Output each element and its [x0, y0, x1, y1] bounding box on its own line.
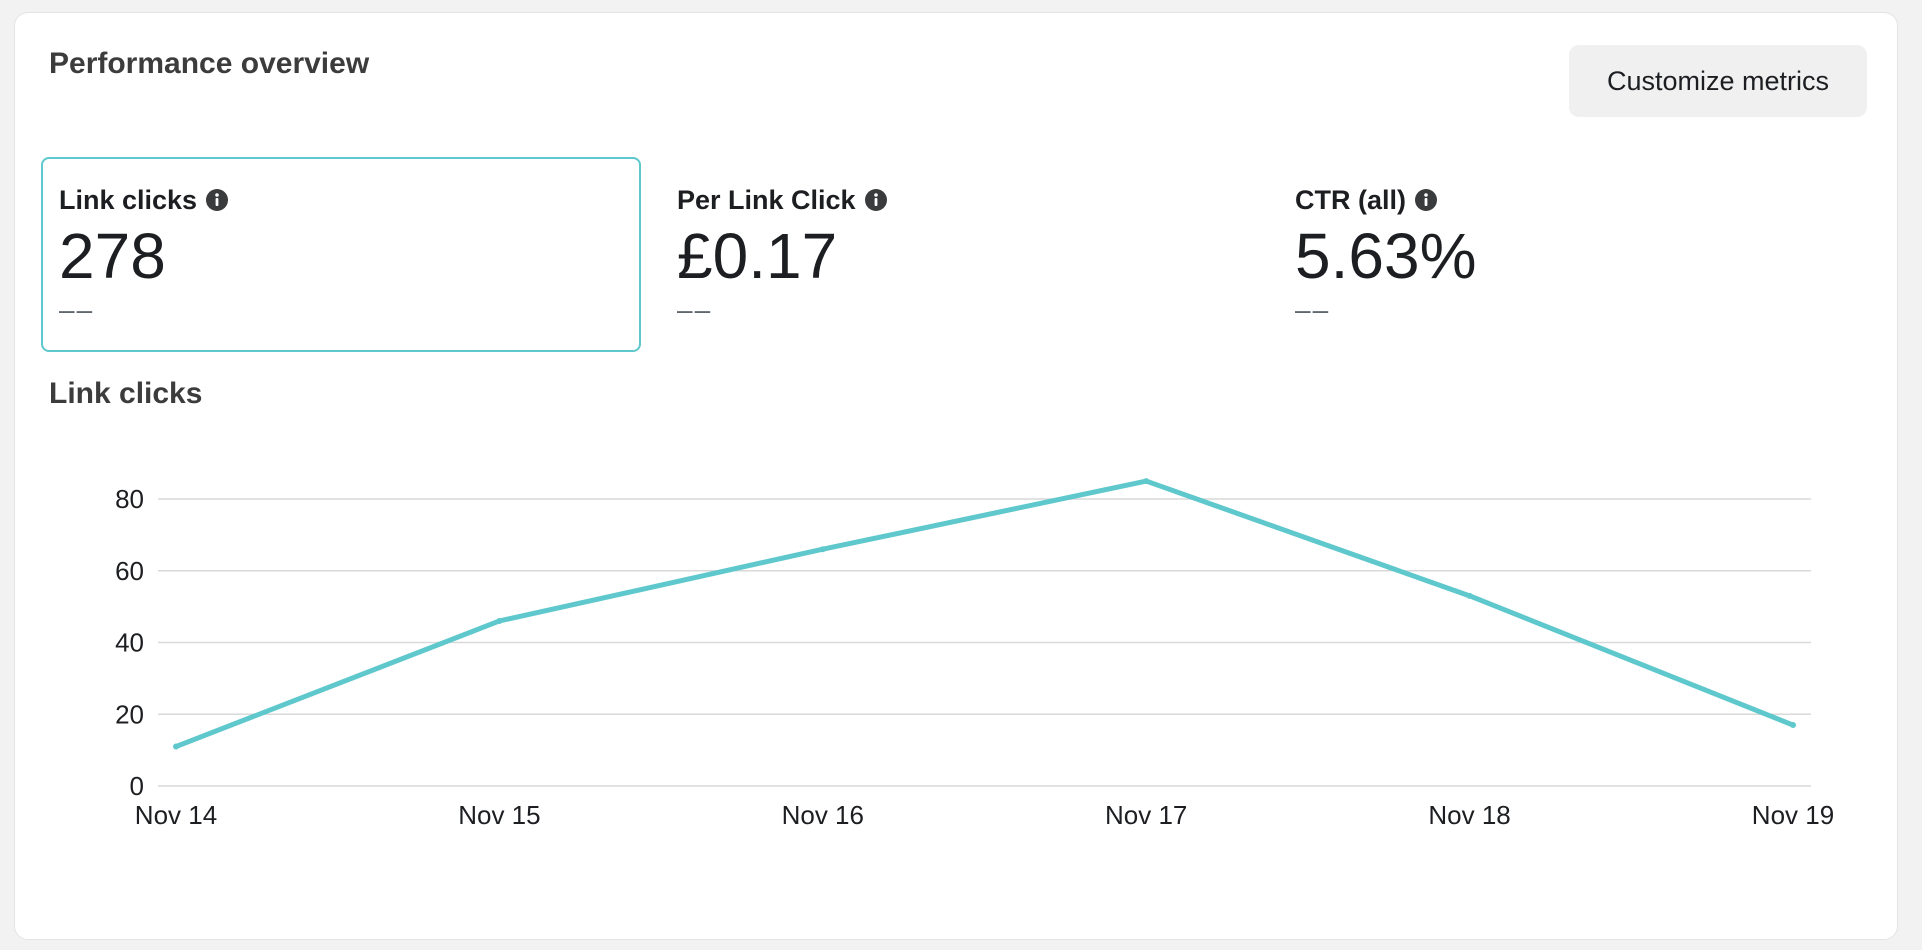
performance-card: Performance overview Customize metrics L…: [14, 12, 1898, 940]
series-line: [173, 478, 1796, 750]
x-tick-label: Nov 19: [1752, 800, 1834, 830]
metric-value: £0.17: [677, 220, 838, 292]
metric-card-per-link-click[interactable]: Per Link Click £0.17 ––: [659, 157, 1259, 352]
link-clicks-chart: 0 20 40 60 80 Nov 14 Nov 15 Nov 16 Nov 17 Nov 18 N…: [115, 478, 1834, 830]
customize-metrics-button[interactable]: Customize metrics: [1569, 45, 1867, 117]
data-point[interactable]: [496, 617, 503, 624]
data-point[interactable]: [173, 743, 179, 750]
y-tick-label: 80: [115, 484, 144, 514]
x-tick-label: Nov 16: [782, 800, 864, 830]
metric-label: Per Link Click: [677, 184, 856, 215]
data-point[interactable]: [1466, 592, 1473, 599]
metric-delta: ––: [1295, 294, 1331, 326]
x-tick-label: Nov 18: [1428, 800, 1510, 830]
metric-card-ctr[interactable]: CTR (all) 5.63% ––: [1277, 157, 1877, 352]
data-point[interactable]: [1143, 478, 1150, 485]
metric-delta: ––: [677, 294, 713, 326]
x-tick-label: Nov 15: [458, 800, 540, 830]
metric-delta: ––: [59, 294, 95, 326]
y-tick-label: 60: [115, 556, 144, 586]
y-tick-label: 0: [130, 771, 144, 801]
chart-title: Link clicks: [49, 377, 203, 410]
info-icon[interactable]: [205, 188, 229, 212]
data-point[interactable]: [1790, 722, 1796, 729]
info-icon[interactable]: [1414, 188, 1438, 212]
card-title: Performance overview: [49, 47, 370, 80]
info-icon[interactable]: [864, 188, 888, 212]
x-tick-label: Nov 17: [1105, 800, 1187, 830]
metric-value: 278: [59, 220, 166, 292]
x-tick-label: Nov 14: [135, 800, 217, 830]
metric-label: CTR (all): [1295, 184, 1406, 215]
y-tick-label: 20: [115, 699, 144, 729]
metric-label: Link clicks: [59, 184, 198, 215]
metric-card-link-clicks[interactable]: Link clicks 278 ––: [41, 157, 641, 352]
metric-value: 5.63%: [1295, 220, 1477, 292]
data-point[interactable]: [819, 546, 826, 553]
y-tick-label: 40: [115, 628, 144, 658]
